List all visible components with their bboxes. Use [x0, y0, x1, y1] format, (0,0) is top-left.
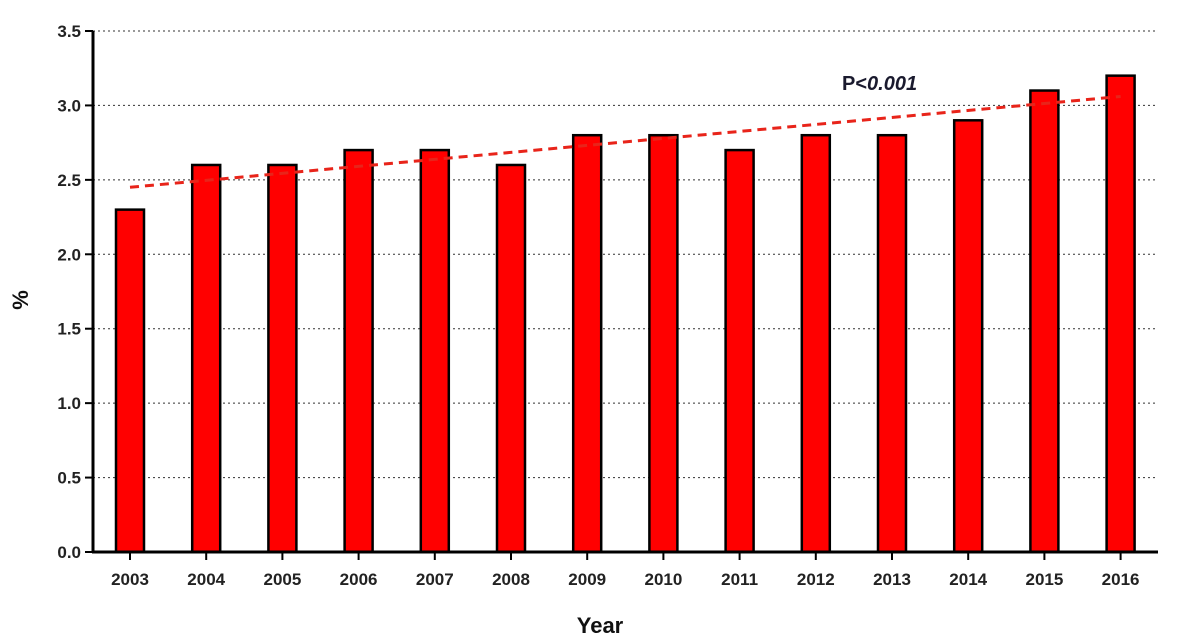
trend-line — [129, 95, 1121, 189]
y-axis-title: % — [8, 290, 33, 310]
x-tick-label: 2007 — [416, 570, 454, 589]
bars — [114, 74, 1136, 554]
bar — [267, 163, 298, 554]
bar — [114, 208, 146, 554]
p-value: 0.001 — [867, 73, 917, 95]
bar — [495, 163, 527, 554]
x-tick-label: 2005 — [263, 570, 301, 589]
bar — [1105, 74, 1136, 554]
bar — [190, 163, 222, 554]
x-tick-label: 2004 — [187, 570, 225, 589]
y-tick-label: 2.0 — [57, 245, 81, 264]
bar — [876, 133, 908, 554]
p-value-annotation: P<0.001 — [842, 73, 917, 95]
x-tick-label: 2011 — [721, 570, 758, 589]
x-tick-label: 2008 — [492, 570, 530, 589]
y-tick-label: 1.5 — [57, 320, 81, 339]
p-value-prefix: P< — [842, 73, 867, 95]
y-tick-label: 0.0 — [57, 543, 81, 562]
bar — [648, 133, 679, 554]
y-tick-label: 3.5 — [57, 22, 81, 41]
y-tick-label: 3.0 — [57, 96, 81, 115]
y-tick-label: 2.5 — [57, 171, 81, 190]
y-tick-label: 1.0 — [57, 394, 81, 413]
x-tick-label: 2006 — [340, 570, 378, 589]
bar — [952, 119, 984, 554]
x-tick-label: 2016 — [1102, 570, 1140, 589]
x-tick-label: 2003 — [111, 570, 149, 589]
y-axis-ticks: 0.0 0.5 1.0 1.5 2.0 2.5 3.0 3.5 — [57, 22, 93, 562]
y-tick-label: 0.5 — [57, 469, 81, 488]
x-tick-label: 2010 — [644, 570, 682, 589]
x-tick-label: 2013 — [873, 570, 911, 589]
bar — [343, 148, 374, 554]
bar — [571, 133, 603, 554]
bar — [800, 133, 832, 554]
x-tick-label: 2014 — [949, 570, 987, 589]
x-axis-ticks: 2003 2004 2005 2006 2007 2008 2009 2010 2011 2012… — [111, 552, 1140, 589]
x-tick-label: 2015 — [1025, 570, 1063, 589]
x-tick-label: 2009 — [568, 570, 606, 589]
bar — [724, 148, 755, 554]
bar — [419, 148, 451, 554]
bar — [1029, 89, 1060, 554]
x-axis-title: Year — [577, 613, 624, 638]
gridlines — [93, 30, 1158, 479]
x-tick-label: 2012 — [797, 570, 835, 589]
